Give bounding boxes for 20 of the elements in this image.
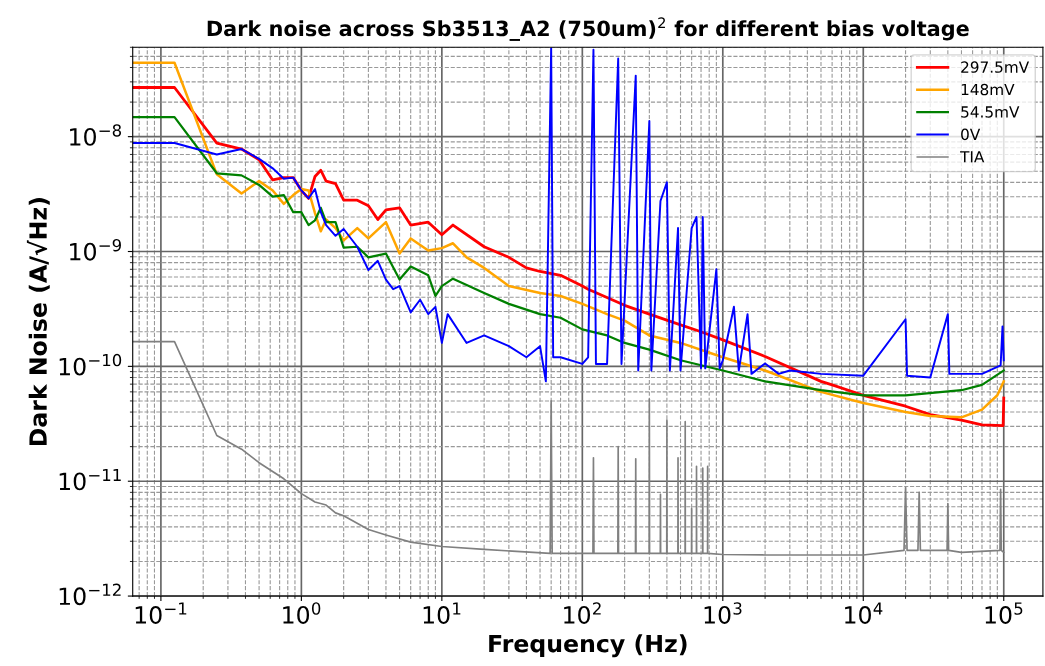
legend-label: TIA <box>960 151 985 163</box>
legend-label: 54.5mV <box>961 106 1020 118</box>
y-tick-label: 10$^{−8}$ <box>70 124 122 146</box>
y-tick-label: 10$^{−12}$ <box>59 583 121 606</box>
y-axis-title: Dark Noise (A/√Hz) <box>26 198 50 446</box>
legend-label: 148mV <box>961 83 1015 96</box>
x-tick-label: 10$^{4}$ <box>845 602 883 624</box>
x-tick-label: 10$^{5}$ <box>985 602 1023 624</box>
y-tick-label: 10$^{−9}$ <box>70 239 121 261</box>
x-tick-label: 10$^{0}$ <box>283 602 321 624</box>
y-tick-label: 10$^{−10}$ <box>59 353 122 376</box>
legend-label: 0V <box>961 128 981 141</box>
legend-label: 297.5mV <box>961 61 1030 73</box>
chart-title: Dark noise across Sb3513_A2 (750um)$^{2}$ for different bias voltage <box>207 17 969 41</box>
x-tick-label: 10$^{−1}$ <box>135 602 187 624</box>
x-tick-label: 10$^{3}$ <box>704 602 742 624</box>
y-tick-label: 10$^{−11}$ <box>59 468 121 491</box>
x-axis-title: Frequency (Hz) <box>489 634 687 658</box>
x-tick-label: 10$^{2}$ <box>564 602 601 624</box>
x-tick-label: 10$^{1}$ <box>423 602 461 624</box>
